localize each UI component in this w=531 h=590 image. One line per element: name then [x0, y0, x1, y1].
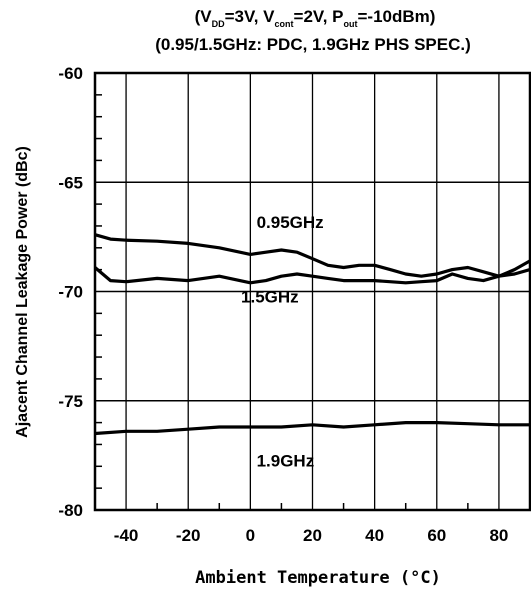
y-tick-label: -70: [58, 283, 83, 302]
series-line-0: [94, 233, 531, 278]
axis-ticks: -40 -20 0 20 40 60 80 -80 -75 -70 -65 -60: [58, 64, 531, 545]
y-tick-label: -80: [58, 501, 83, 520]
y-tick-label: -60: [58, 64, 83, 83]
title-sub-pout: out: [343, 19, 357, 29]
chart-title-line1: (VDD=3V, Vcont=2V, Pout=-10dBm): [195, 7, 436, 29]
series-labels: 0.95GHz 1.5GHz 1.9GHz: [241, 213, 324, 470]
x-tick-label: 0: [246, 526, 255, 545]
series-line-2: [94, 421, 530, 436]
title-sub-vcont: cont: [275, 19, 294, 29]
series-line-1: [93, 266, 531, 285]
x-tick-label: -20: [176, 526, 201, 545]
series-label-1: 1.5GHz: [241, 287, 299, 306]
series-label-2: 1.9GHz: [257, 451, 315, 470]
title-sub-vdd: DD: [212, 19, 225, 29]
x-tick-label: -40: [114, 526, 139, 545]
x-tick-label: 80: [489, 526, 508, 545]
title-part-open: (V: [195, 7, 213, 26]
title-part-seg2: =2V, P: [294, 7, 344, 26]
x-tick-label: 20: [303, 526, 322, 545]
series-lines: [93, 233, 531, 436]
y-tick-label: -65: [58, 173, 83, 192]
title-part-seg1: =3V, V: [225, 7, 276, 26]
x-axis-label: Ambient Temperature (°C): [195, 568, 441, 588]
plot-frame: [93, 71, 531, 512]
series-label-0: 0.95GHz: [257, 213, 324, 232]
y-axis-label: Ajacent Channel Leakage Power (dBc): [14, 146, 31, 438]
x-tick-label: 60: [427, 526, 446, 545]
title-part-seg3: =-10dBm): [357, 7, 435, 26]
y-tick-label: -75: [58, 392, 83, 411]
x-tick-label: 40: [365, 526, 384, 545]
grid: [95, 73, 530, 510]
chart-title-line2: (0.95/1.5GHz: PDC, 1.9GHz PHS SPEC.): [155, 35, 471, 54]
